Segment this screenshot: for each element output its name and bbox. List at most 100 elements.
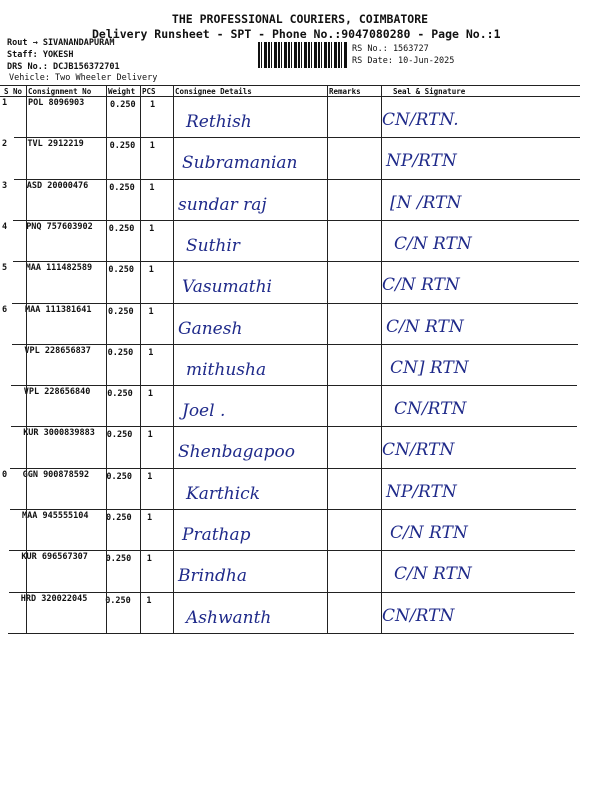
weight: 0.250: [105, 554, 132, 565]
consignment-number: PNQ 757603902: [26, 221, 93, 232]
consignee-name: Subramanian: [182, 153, 298, 174]
seal-signature: NP/RTN: [386, 481, 457, 502]
pcs: 1: [148, 306, 154, 317]
consignment-number: KUR 696567307: [21, 552, 88, 563]
column-divider: [381, 85, 382, 633]
pcs: 1: [148, 265, 154, 276]
consignment-number: MAA 945555104: [22, 511, 89, 521]
row-divider: [9, 550, 575, 551]
staff: Staff: YOKESH: [7, 50, 74, 60]
row-divider: [12, 261, 579, 262]
weight: 0.250: [107, 347, 134, 358]
seal-signature: CN/RTN: [394, 399, 467, 420]
row-divider: [14, 137, 580, 138]
weight: 0.250: [106, 513, 132, 523]
column-header: Seal & Signature: [393, 87, 466, 96]
consignment-number: MAA 111482589: [25, 263, 93, 274]
consignee-name: mithusha: [186, 359, 267, 380]
column-divider: [173, 85, 174, 633]
consignee-name: Joel .: [182, 401, 226, 422]
pcs: 1: [147, 471, 153, 482]
seal-signature: CN/RTN.: [382, 110, 459, 130]
weight: 0.250: [110, 100, 136, 110]
pcs: 1: [147, 513, 153, 523]
column-header: Remarks: [329, 87, 361, 96]
pcs: 1: [146, 554, 152, 565]
consignee-name: Ganesh: [178, 318, 243, 339]
serial-number: 2: [2, 139, 8, 150]
consignment-number: HRD 320022045: [20, 593, 88, 604]
pcs: 1: [147, 389, 154, 400]
rs-date: RS Date: 10-Jun-2025: [352, 56, 455, 66]
pcs: 1: [149, 223, 155, 234]
seal-signature: C/N RTN: [394, 564, 472, 585]
weight: 0.250: [107, 389, 133, 400]
column-header: Consignment No: [28, 87, 92, 96]
seal-signature: C/N RTN: [382, 275, 460, 296]
route: Rout → SIVANANDAPURAM: [7, 38, 115, 48]
column-header: PCS: [142, 87, 156, 96]
weight: 0.250: [109, 141, 136, 152]
seal-signature: CN/RTN: [382, 605, 455, 626]
row-divider: [13, 220, 579, 221]
seal-signature: C/N RTN: [386, 316, 464, 337]
row-divider: [11, 344, 578, 345]
consignee-name: Ashwanth: [186, 607, 272, 628]
column-divider: [140, 85, 141, 633]
barcode: [258, 42, 348, 68]
consignment-number: ASD 20000476: [26, 180, 89, 191]
consignee-name: Brindha: [178, 566, 247, 587]
column-header: S No: [4, 87, 23, 96]
pcs: 1: [149, 141, 155, 152]
pcs: 1: [149, 182, 155, 193]
weight: 0.250: [105, 595, 131, 606]
header-divider: [0, 96, 580, 97]
seal-signature: [N /RTN: [390, 192, 462, 213]
seal-signature: C/N RTN: [390, 523, 468, 543]
pcs: 1: [146, 595, 152, 606]
runsheet-subtitle: Delivery Runsheet - SPT - Phone No.:9047…: [92, 27, 501, 41]
weight: 0.250: [106, 430, 133, 441]
vehicle: Vehicle: Two Wheeler Delivery: [9, 73, 158, 83]
consignment-number: VPL 228656840: [23, 387, 91, 398]
column-header: Weight: [108, 87, 136, 96]
consignment-number: GGN 900878592: [22, 469, 90, 480]
drs-number: DRS No.: DCJB156372701: [7, 62, 120, 72]
consignment-number: MAA 111381641: [25, 304, 92, 315]
weight: 0.250: [108, 306, 134, 317]
row-divider: [8, 592, 575, 593]
consignee-name: Suthir: [186, 235, 240, 256]
table-top-border: [0, 85, 580, 86]
seal-signature: C/N RTN: [394, 233, 472, 254]
seal-signature: CN] RTN: [390, 357, 469, 378]
column-divider: [26, 85, 27, 633]
pcs: 1: [148, 347, 154, 358]
seal-signature: NP/RTN: [386, 151, 457, 172]
column-divider: [327, 85, 328, 633]
weight: 0.250: [109, 182, 135, 193]
column-divider: [106, 85, 107, 633]
serial-number: 4: [2, 221, 8, 232]
consignee-name: Shenbagapoo: [178, 442, 295, 463]
pcs: 1: [147, 430, 153, 441]
row-divider: [12, 303, 578, 304]
rs-number: RS No.: 1563727: [352, 44, 429, 54]
consignment-number: VPL 228656837: [24, 345, 91, 356]
weight: 0.250: [108, 265, 134, 276]
serial-number: 1: [2, 98, 8, 108]
row-divider: [10, 426, 577, 427]
consignee-name: Karthick: [186, 483, 261, 504]
consignment-number: POL 8096903: [28, 98, 85, 108]
row-divider: [11, 385, 577, 386]
row-divider: [10, 468, 576, 469]
consignee-name: Vasumathi: [182, 277, 272, 298]
company-title: THE PROFESSIONAL COURIERS, COIMBATORE: [171, 12, 429, 26]
consignee-name: sundar raj: [178, 194, 267, 215]
consignee-name: Prathap: [182, 525, 251, 545]
consignment-number: TVL 2912219: [27, 139, 84, 150]
consignment-number: KUR 3000839883: [23, 428, 95, 439]
serial-number: 3: [2, 180, 8, 191]
weight: 0.250: [108, 223, 135, 234]
serial-number: 6: [2, 304, 8, 315]
serial-number: 5: [2, 263, 8, 274]
